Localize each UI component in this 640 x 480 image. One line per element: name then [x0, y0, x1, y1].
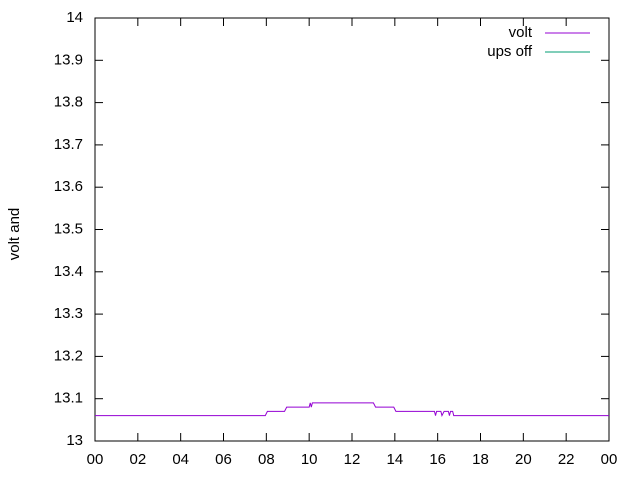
- y-tick-label: 13.4: [54, 263, 83, 280]
- x-tick-label: 12: [344, 451, 361, 468]
- plot-border: [94, 17, 610, 442]
- x-tick-label: 10: [301, 451, 318, 468]
- x-tick-label: 00: [87, 451, 104, 468]
- x-tick-label: 22: [558, 451, 575, 468]
- x-tick-label: 00: [601, 451, 618, 468]
- y-tick-label: 13.5: [54, 220, 83, 237]
- x-tick-label: 18: [472, 451, 489, 468]
- y-tick-label: 14: [66, 9, 83, 26]
- x-tick-label: 04: [172, 451, 189, 468]
- y-tick-label: 13.9: [54, 51, 83, 68]
- x-tick-label: 20: [515, 451, 532, 468]
- x-tick-label: 14: [386, 451, 403, 468]
- y-tick-label: 13.2: [54, 347, 83, 364]
- y-tick-label: 13.3: [54, 305, 83, 322]
- y-tick-label: 13.1: [54, 390, 83, 407]
- y-axis-label: volt and: [6, 208, 23, 261]
- legend-label: volt: [509, 24, 533, 41]
- x-tick-label: 08: [258, 451, 275, 468]
- y-tick-label: 13: [66, 432, 83, 449]
- x-tick-label: 16: [429, 451, 446, 468]
- x-tick-label: 02: [129, 451, 146, 468]
- y-tick-label: 13.6: [54, 178, 83, 195]
- y-tick-label: 13.8: [54, 94, 83, 111]
- series-line: [95, 402, 609, 418]
- y-tick-label: 13.7: [54, 136, 83, 153]
- x-tick-label: 06: [215, 451, 232, 468]
- legend-label: ups off: [487, 43, 533, 60]
